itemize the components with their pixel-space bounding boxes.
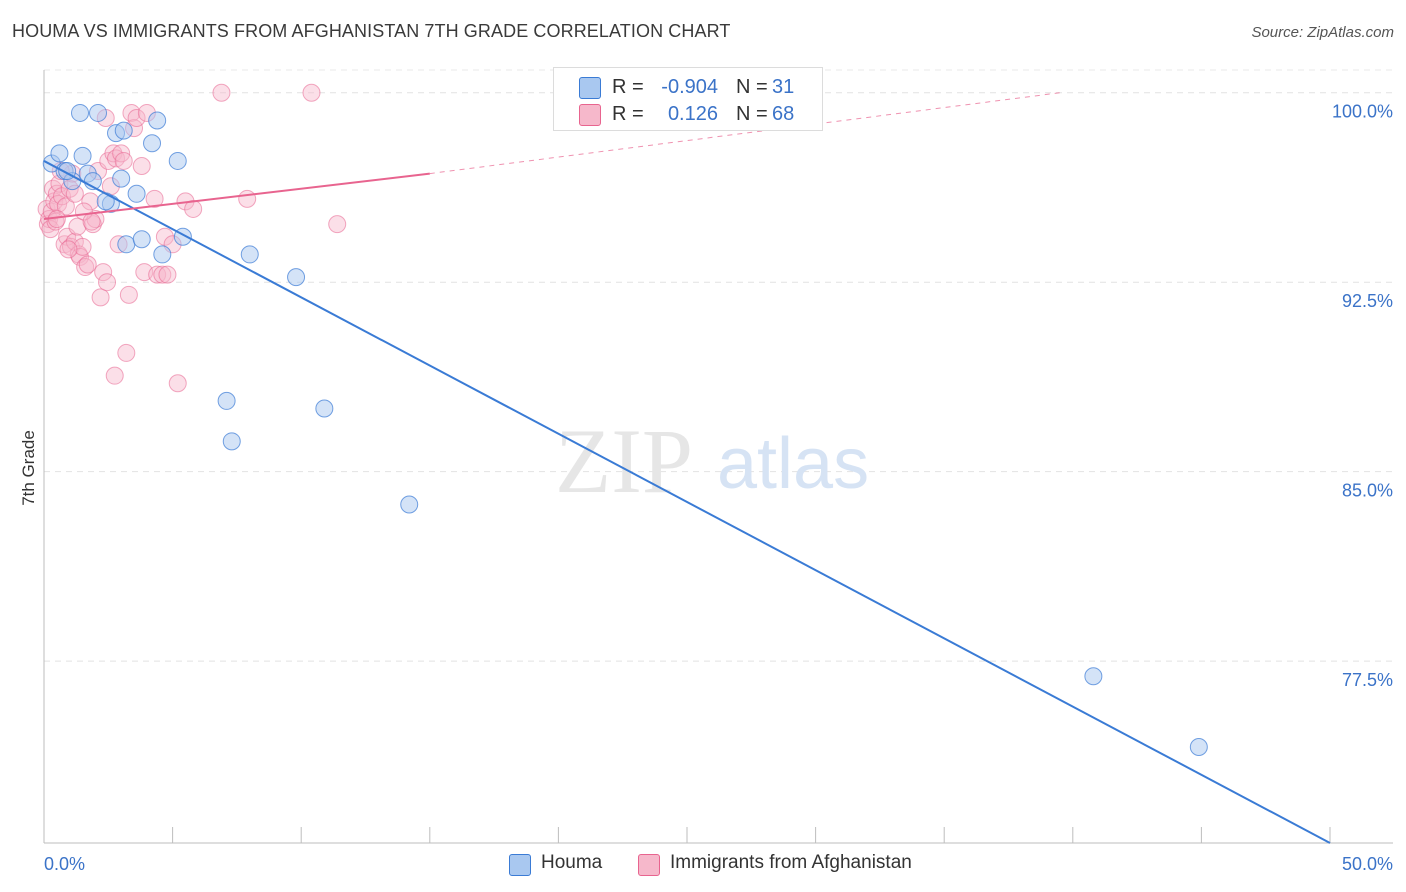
houma-point bbox=[400, 495, 419, 514]
stats-legend: R = -0.904 N = 31 R = 0.126 N = 68 bbox=[553, 67, 823, 131]
houma-point bbox=[1084, 667, 1103, 686]
x-tick-label-min: 0.0% bbox=[44, 854, 85, 874]
houma-n-label: N = bbox=[736, 76, 768, 98]
houma-point bbox=[148, 111, 167, 130]
afghan-point bbox=[78, 255, 97, 274]
houma-trend-line bbox=[43, 160, 1331, 844]
houma-point bbox=[132, 230, 151, 249]
grid-lines bbox=[44, 69, 1393, 662]
y-axis-label: 7th Grade bbox=[19, 430, 38, 506]
afghan-point bbox=[59, 240, 78, 259]
houma-point bbox=[127, 184, 146, 203]
afghan-point bbox=[153, 265, 172, 284]
afghan-point bbox=[98, 273, 117, 292]
afghan-trend-line bbox=[43, 172, 430, 221]
afghan-point bbox=[82, 212, 101, 231]
afghan-point bbox=[119, 285, 138, 304]
houma-point bbox=[217, 391, 236, 410]
afghan-point bbox=[132, 156, 151, 175]
afghan-n-label: N = bbox=[736, 103, 768, 125]
afghan-point bbox=[212, 83, 231, 102]
houma-point bbox=[89, 103, 108, 122]
watermark-zip: ZIP bbox=[555, 410, 693, 512]
houma-point bbox=[117, 235, 136, 254]
stats-row-houma: R = -0.904 N = 31 bbox=[554, 74, 822, 100]
houma-swatch bbox=[579, 77, 601, 99]
afghan-point bbox=[76, 258, 95, 277]
afghan-point bbox=[94, 263, 113, 282]
houma-point bbox=[143, 134, 162, 153]
legend-swatch-afghan bbox=[638, 854, 660, 876]
zipatlas-watermark: ZIP atlas bbox=[555, 410, 869, 512]
afghan-point bbox=[114, 151, 133, 170]
houma-point bbox=[96, 192, 115, 211]
afghan-point bbox=[91, 288, 110, 307]
houma-point bbox=[71, 103, 90, 122]
afghan-point bbox=[155, 227, 174, 246]
afghan-point bbox=[122, 103, 141, 122]
houma-r-label: R = bbox=[612, 76, 644, 98]
afghan-r-value: 0.126 bbox=[667, 103, 718, 125]
afghan-point bbox=[117, 343, 136, 362]
houma-point bbox=[153, 245, 172, 264]
houma-point bbox=[222, 432, 241, 451]
houma-point bbox=[1189, 738, 1208, 757]
houma-point bbox=[240, 245, 259, 264]
afghan-point bbox=[158, 265, 177, 284]
afghan-point bbox=[104, 144, 123, 163]
houma-n-value: 31 bbox=[772, 76, 795, 98]
source-label: Source: ZipAtlas.com bbox=[1251, 24, 1394, 41]
afghan-r-label: R = bbox=[612, 103, 644, 125]
houma-r-value: -0.904 bbox=[661, 76, 718, 98]
afghan-point bbox=[148, 265, 167, 284]
afghan-point bbox=[112, 144, 131, 163]
afghan-point bbox=[145, 189, 164, 208]
watermark-atlas: atlas bbox=[717, 424, 869, 504]
chart-title: HOUMA VS IMMIGRANTS FROM AFGHANISTAN 7TH… bbox=[12, 21, 731, 41]
y-tick-labels: 77.5% 85.0% 92.5% 100.0% bbox=[1332, 102, 1393, 690]
y-tick-label: 100.0% bbox=[1332, 102, 1393, 122]
houma-series-points bbox=[42, 103, 1208, 757]
afghan-point bbox=[328, 215, 347, 234]
afghan-point bbox=[68, 217, 87, 236]
afghan-point bbox=[73, 237, 92, 256]
afghan-series-points bbox=[37, 83, 347, 393]
legend-label-houma: Houma bbox=[541, 852, 603, 873]
afghan-point bbox=[302, 83, 321, 102]
houma-point bbox=[315, 399, 334, 418]
stats-row-afghan: R = 0.126 N = 68 bbox=[554, 101, 822, 127]
houma-point bbox=[112, 169, 131, 188]
houma-point bbox=[287, 268, 306, 287]
houma-point bbox=[114, 121, 133, 140]
y-tick-label: 85.0% bbox=[1342, 481, 1393, 501]
afghan-swatch bbox=[579, 104, 601, 126]
afghan-point bbox=[127, 108, 146, 127]
houma-point bbox=[73, 146, 92, 165]
trend-lines bbox=[43, 92, 1331, 844]
houma-point bbox=[168, 151, 187, 170]
afghan-point bbox=[184, 199, 203, 218]
series-legend: Houma Immigrants from Afghanistan bbox=[0, 852, 1406, 878]
houma-point bbox=[50, 144, 69, 163]
afghan-point bbox=[56, 197, 75, 216]
afghan-point bbox=[168, 374, 187, 393]
axes bbox=[43, 70, 1393, 844]
y-tick-label: 77.5% bbox=[1342, 670, 1393, 690]
afghan-point bbox=[105, 366, 124, 385]
legend-swatch-houma bbox=[509, 854, 531, 876]
x-tick-label-max: 50.0% bbox=[1342, 854, 1393, 874]
y-tick-label: 92.5% bbox=[1342, 291, 1393, 311]
afghan-point bbox=[238, 189, 257, 208]
afghan-n-value: 68 bbox=[772, 103, 795, 125]
legend-label-afghan: Immigrants from Afghanistan bbox=[670, 852, 912, 873]
